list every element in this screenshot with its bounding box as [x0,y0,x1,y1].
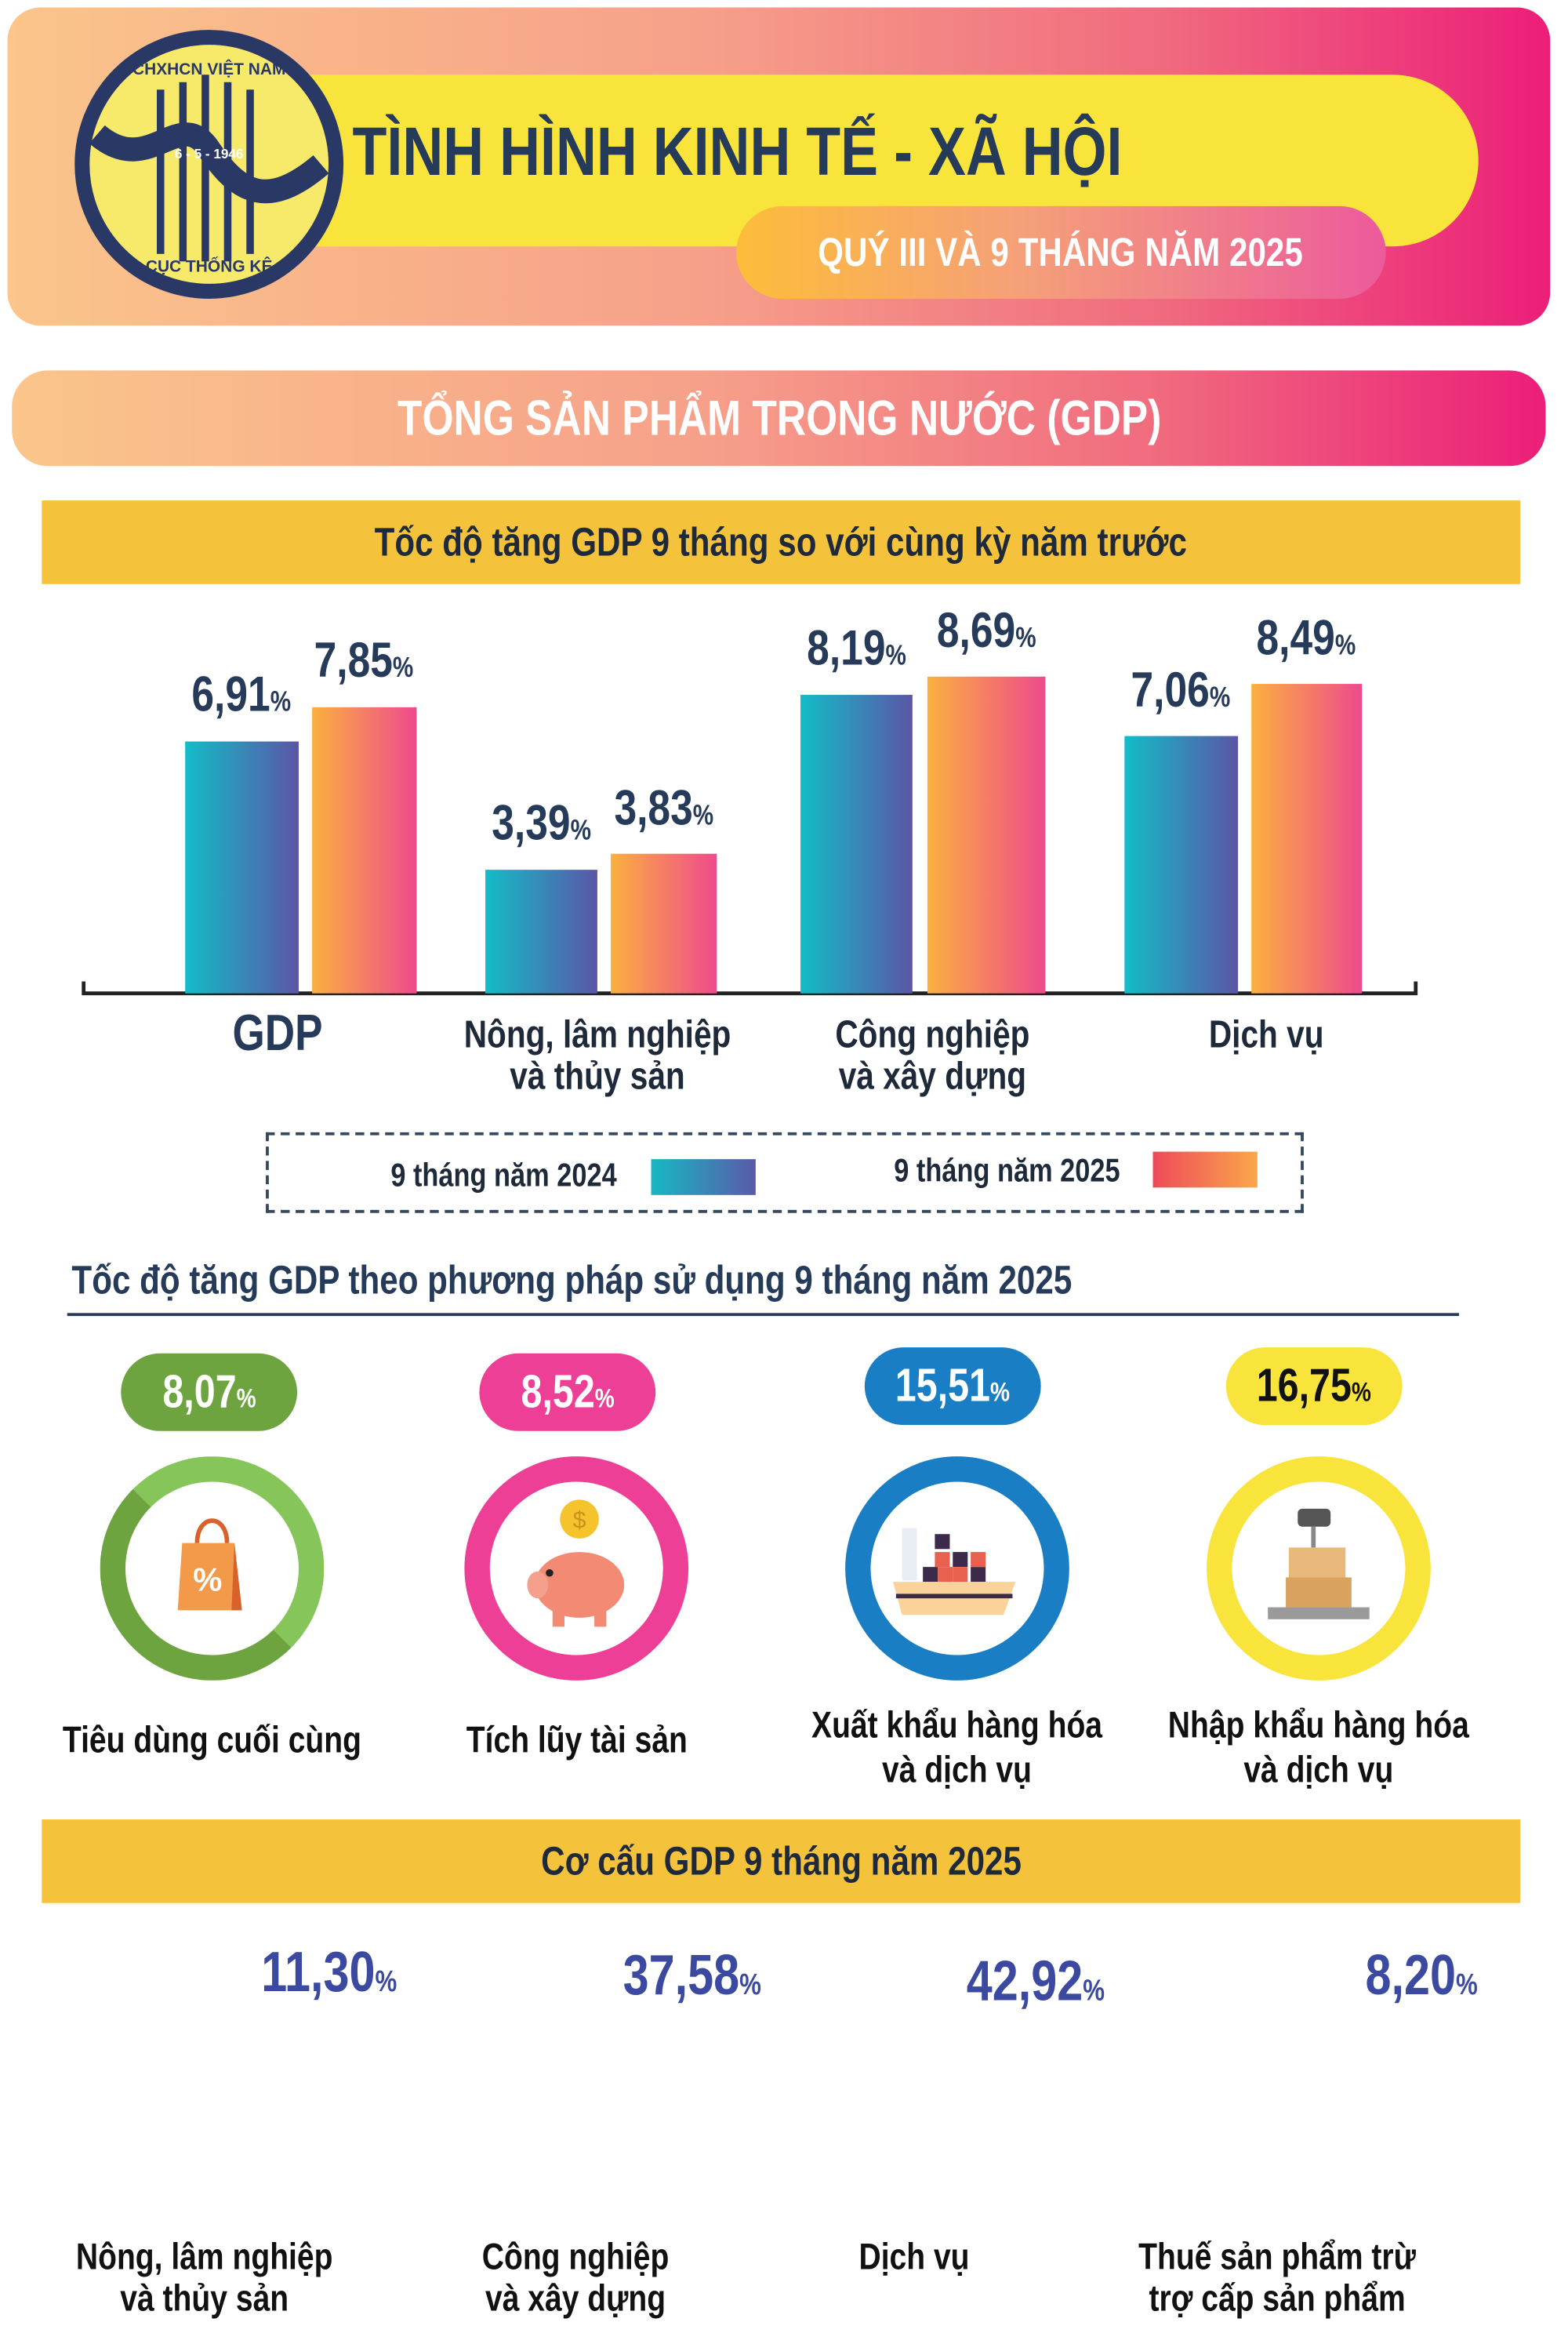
svg-text:%: % [193,1561,222,1597]
period-subtitle: QUÝ III VÀ 9 THÁNG NĂM 2025 [736,205,1386,299]
expenditure-label: Tiêu dùng cuối cùng [62,1719,362,1761]
section-banner: TỔNG SẢN PHẨM TRONG NƯỚC (GDP) [12,370,1546,467]
pie-category-label: Nông, lâm nghiệp và thủy sản [76,2236,333,2320]
bar-chart-icon [1254,38,1433,179]
cargo-ship-icon [890,1513,1024,1625]
pie-chart-title: Cơ cấu GDP 9 tháng năm 2025 [42,1819,1521,1903]
icon-ring [845,1456,1069,1681]
legend-label-2025: 9 tháng năm 2025 [894,1151,1120,1190]
legend-label-2024: 9 tháng năm 2024 [390,1156,617,1194]
bar-chart-title: Tốc độ tăng GDP 9 tháng so với cùng kỳ n… [42,500,1521,584]
bar-value-label: 7,06% [1131,661,1232,717]
bar-value-label: 8,19% [807,620,906,676]
growth-value-badge: 8,52% [479,1353,656,1431]
x-axis [82,981,1418,996]
icon-ring [1207,1456,1431,1681]
bar-value-label: 7,85% [314,632,415,689]
bar-value-label: 3,39% [492,794,591,851]
icon-ring: % [100,1456,325,1681]
pie-category-label: Dịch vụ [858,2236,970,2278]
scale-boxes-icon [1259,1505,1378,1632]
bar-value-label: 8,69% [936,601,1036,658]
pie-value-label: 8,20% [1365,1945,1479,2008]
bar-2024 [485,870,597,994]
bar-2024 [800,695,913,994]
pie-category-label: Thuế sản phẩm trừ trợ cấp sản phẩm [1138,2236,1416,2320]
growth-value-badge: 8,07% [121,1353,298,1431]
svg-text:CỤC THỐNG KÊ: CỤC THỐNG KÊ [146,257,273,276]
category-label: Công nghiệp và xây dựng [834,1011,1029,1099]
icon-ring: $ [464,1456,689,1681]
bar-2025 [611,853,717,994]
bar-2024 [1124,736,1239,994]
growth-value-badge: 16,75% [1225,1347,1403,1426]
expenditure-title: Tốc độ tăng GDP theo phương pháp sử dụng… [71,1257,1073,1303]
category-label: Nông, lâm nghiệp và thủy sản [463,1011,731,1099]
pie-value-label: 37,58% [622,1945,761,2008]
category-label: Dịch vụ [1208,1011,1324,1056]
svg-text:CHXHCN VIỆT NAM: CHXHCN VIỆT NAM [132,60,285,78]
category-label: GDP [232,1005,323,1063]
legend-swatch-2025 [1152,1151,1258,1188]
expenditure-label: Xuất khẩu hàng hóa và dịch vụ [811,1704,1103,1791]
expenditure-label: Tích lũy tài sản [466,1719,688,1761]
chart-legend: 9 tháng năm 2024 9 tháng năm 2025 [266,1132,1304,1213]
svg-text:6 - 5 - 1946: 6 - 5 - 1946 [175,146,244,162]
expenditure-label: Nhập khẩu hàng hóa và dịch vụ [1167,1704,1469,1791]
logo: CHXHCN VIỆT NAM 6 - 5 - 1946 CỤC THỐNG K… [74,30,344,299]
shopping-bag-icon: % [160,1513,264,1625]
bar-value-label: 3,83% [614,779,714,834]
bar-value-label: 6,91% [192,667,292,722]
pie-value-label: 11,30% [260,1942,397,2005]
divider [67,1313,1459,1317]
svg-text:$: $ [573,1506,586,1533]
growth-value-badge: 15,51% [864,1347,1041,1426]
gdp-growth-bar-chart [82,676,1418,996]
bar-2025 [312,707,417,994]
bar-2025 [1251,684,1363,994]
bar-2024 [185,741,299,994]
pie-value-label: 42,92% [965,1950,1105,2014]
page-title: TÌNH HÌNH KINH TẾ - XÃ HỘI [352,111,1123,190]
pie-category-label: Công nghiệp và xây dựng [481,2236,669,2320]
legend-swatch-2024 [651,1159,756,1195]
bar-value-label: 8,49% [1257,609,1357,665]
piggy-bank-icon: $ [517,1498,636,1640]
bar-2025 [927,676,1046,994]
